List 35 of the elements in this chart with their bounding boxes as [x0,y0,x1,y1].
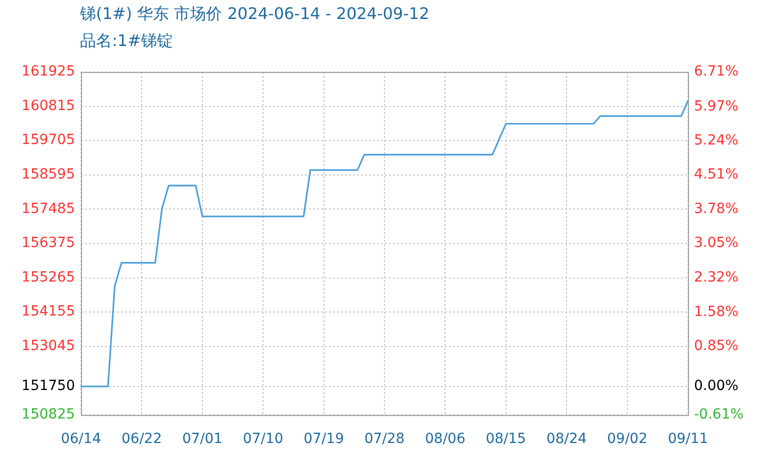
y-tick-label: 157485 [22,200,75,217]
y-tick-label: 150825 [22,406,75,423]
y2-tick-label: 2.32% [694,269,738,286]
x-tick-label: 07/01 [182,431,223,448]
y2-tick-label: 1.58% [694,304,738,320]
x-tick-label: 06/22 [122,431,162,448]
x-tick-label: 07/10 [242,431,284,448]
x-tick-label: 08/15 [486,431,526,448]
y-tick-label: 153045 [22,338,75,354]
x-tick-label: 08/06 [425,431,466,448]
y2-tick-label: 0.00% [694,378,738,394]
y-tick-label: 155265 [22,269,75,286]
x-tick-label: 09/02 [607,431,648,448]
y2-tick-label: 4.51% [694,166,738,183]
y2-tick-label: 6.71% [694,64,738,80]
y-tick-label: 154155 [22,304,75,320]
y2-tick-label: 0.85% [694,338,738,354]
chart-title: 锑(1#) 华东 市场价 2024-06-14 - 2024-09-12 [80,4,430,24]
y2-tick-label: -0.61% [694,406,744,423]
y-tick-label: 159705 [22,132,75,148]
x-tick-label: 07/19 [304,431,344,448]
y2-tick-label: 3.78% [694,200,738,217]
x-tick-label: 09/11 [668,431,708,448]
x-tick-label: 06/14 [60,431,102,448]
y-tick-label: 160815 [22,98,75,114]
y2-tick-label: 3.05% [694,235,738,252]
y2-tick-label: 5.97% [694,98,738,114]
y-tick-label: 158595 [22,166,75,183]
x-tick-label: 08/24 [546,431,587,448]
chart-subtitle: 品名:1#锑锭 [80,31,173,51]
y-tick-label: 151750 [22,378,75,394]
y-tick-label: 161925 [22,64,75,80]
y2-tick-label: 5.24% [694,132,738,149]
x-tick-label: 07/28 [364,431,405,448]
y-tick-label: 156375 [22,235,75,252]
